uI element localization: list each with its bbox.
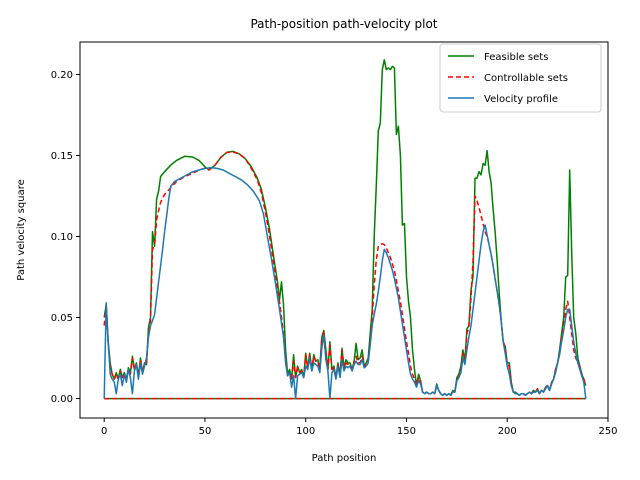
x-axis-title: Path position <box>312 453 377 464</box>
y-tick-label: 0.00 <box>51 394 73 405</box>
series-layer <box>103 59 587 400</box>
x-tick-label: 150 <box>397 426 416 437</box>
y-axis-title: Path velocity square <box>16 179 27 280</box>
axis-layer: 0 50 100 150 200 250 0.00 0.05 0.10 0.15 0.20 <box>51 70 618 437</box>
plot-frame <box>79 41 609 419</box>
x-tick-label: 50 <box>199 426 212 437</box>
x-tick-label: 100 <box>296 426 315 437</box>
y-tick-label: 0.05 <box>51 313 73 324</box>
chart-title: Path-position path-velocity plot <box>250 17 437 31</box>
x-tick-label: 250 <box>598 426 617 437</box>
y-tick-label: 0.10 <box>51 232 73 243</box>
legend-label-velocity: Velocity profile <box>484 94 558 105</box>
x-tick-label: 200 <box>498 426 517 437</box>
legend-label-feasible: Feasible sets <box>484 52 548 63</box>
legend-label-controllable: Controllable sets <box>484 73 568 84</box>
legend: Feasible sets Controllable sets Velocity… <box>439 43 602 113</box>
y-tick-label: 0.15 <box>51 151 73 162</box>
legend-box <box>439 43 602 113</box>
velocity-line <box>103 166 587 400</box>
y-tick-label: 0.20 <box>51 70 73 81</box>
x-tick-label: 0 <box>101 426 107 437</box>
